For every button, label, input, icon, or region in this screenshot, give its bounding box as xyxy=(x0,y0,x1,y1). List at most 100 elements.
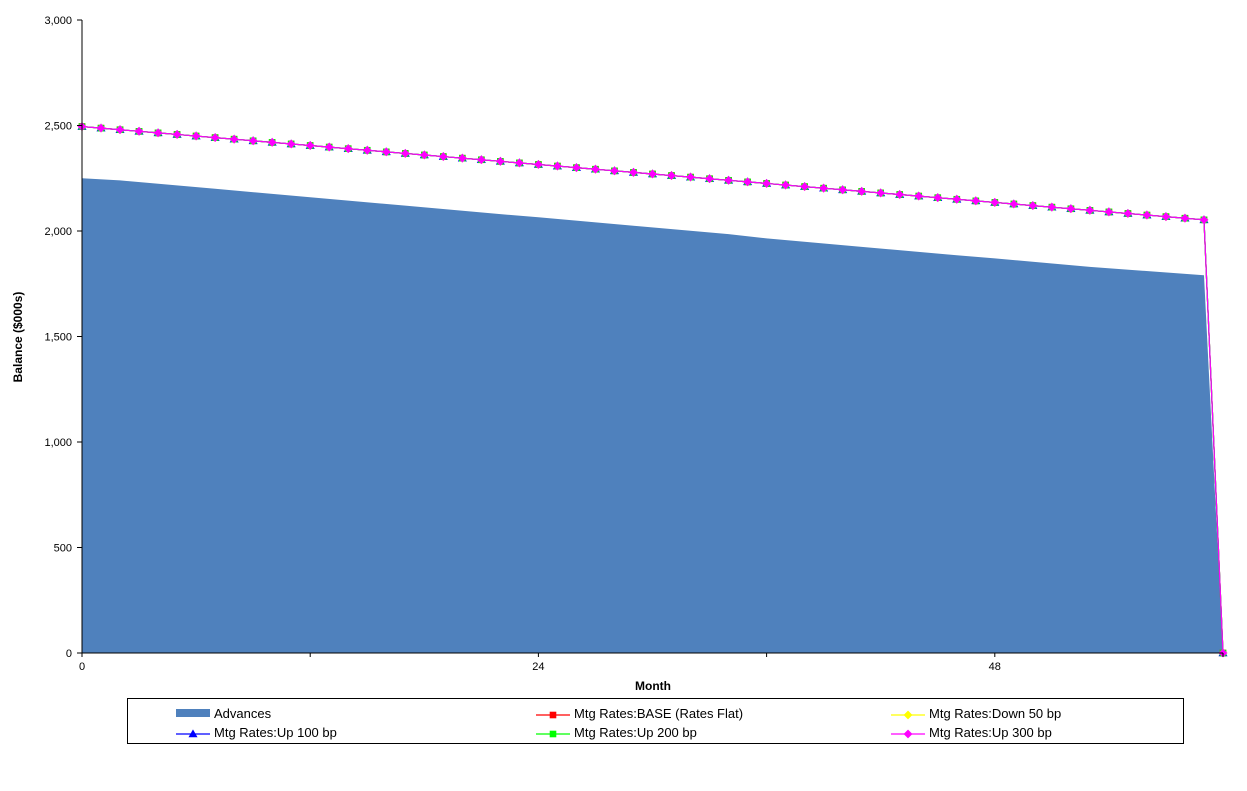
plot-area xyxy=(77,121,1228,658)
series-4-point-23 xyxy=(514,158,524,168)
series-4-point-55 xyxy=(1123,209,1133,218)
series-4-point-18 xyxy=(419,150,429,160)
series-4-point-12 xyxy=(305,141,315,150)
series-4-point-19 xyxy=(438,152,448,162)
series-4-point-24 xyxy=(533,160,543,169)
series-4-point-46 xyxy=(952,194,962,204)
series-4-point-9 xyxy=(248,136,258,146)
series-4-point-50 xyxy=(1028,201,1038,211)
y-tick-label-4: 2,000 xyxy=(44,226,72,238)
y-axis-title: Balance ($000s) xyxy=(11,292,25,383)
legend-item-up-200: Mtg Rates:Up 200 bp xyxy=(536,723,697,741)
series-4-point-47 xyxy=(971,196,981,206)
legend: Advances Mtg Rates:BASE (Rates Flat) Mtg… xyxy=(127,698,1184,744)
series-4-point-25 xyxy=(552,161,562,171)
legend-swatch-base xyxy=(536,708,570,719)
legend-label-up-300: Mtg Rates:Up 300 bp xyxy=(929,724,1052,740)
series-4-point-26 xyxy=(572,163,581,173)
series-4-point-15 xyxy=(362,145,372,155)
series-4-point-3 xyxy=(134,126,144,136)
series-4-point-53 xyxy=(1085,205,1095,215)
x-tick-label-2: 48 xyxy=(989,661,1001,673)
x-axis-title: Month xyxy=(635,679,671,693)
series-4-point-35 xyxy=(743,177,753,187)
legend-swatch-marker-3 xyxy=(549,730,557,738)
axes: 0 500 1,000 1,500 2,000 2,500 3,000 0 24 48 xyxy=(44,15,1224,673)
legend-item-advances: Advances xyxy=(176,704,271,722)
series-4-point-42 xyxy=(876,188,886,198)
series-4-point-41 xyxy=(857,186,867,196)
legend-label-advances: Advances xyxy=(214,705,272,721)
legend-swatch-marker-4 xyxy=(903,729,913,739)
series-4-point-40 xyxy=(838,185,848,195)
legend-swatch-marker-0 xyxy=(549,711,557,719)
legend-swatch-svg-1 xyxy=(891,710,925,720)
series-4-point-43 xyxy=(895,190,905,199)
series-4-point-8 xyxy=(229,134,239,144)
series-4-point-56 xyxy=(1142,210,1152,220)
series-4-point-28 xyxy=(610,166,619,176)
legend-label-up-100: Mtg Rates:Up 100 bp xyxy=(214,724,337,740)
series-4-point-21 xyxy=(476,155,486,165)
legend-swatch-up-300 xyxy=(891,727,925,739)
x-tick-label-1: 24 xyxy=(532,661,544,673)
area-advances xyxy=(82,178,1223,653)
legend-label-down-50: Mtg Rates:Down 50 bp xyxy=(929,705,1062,721)
series-4-point-37 xyxy=(781,180,791,190)
series-4-point-27 xyxy=(591,164,600,174)
series-4-point-2 xyxy=(115,125,125,135)
y-tick-label-1: 500 xyxy=(54,543,72,555)
legend-item-up-100: Mtg Rates:Up 100 bp xyxy=(176,723,337,741)
series-4-point-22 xyxy=(495,156,505,166)
series-4-point-20 xyxy=(457,153,467,163)
series-4-point-32 xyxy=(686,172,695,182)
legend-item-base: Mtg Rates:BASE (Rates Flat) xyxy=(536,704,743,722)
series-4-point-44 xyxy=(914,191,924,201)
series-4-point-33 xyxy=(705,174,714,184)
x-tick-label-0: 0 xyxy=(79,661,85,673)
legend-swatch-up-200 xyxy=(536,727,570,738)
series-4-point-16 xyxy=(381,147,391,157)
series-4-point-59 xyxy=(1199,215,1209,225)
y-tick-label-5: 2,500 xyxy=(44,121,72,133)
legend-swatch-svg-0 xyxy=(536,711,570,719)
series-4 xyxy=(77,122,1228,658)
legend-swatch-advances xyxy=(176,708,210,718)
series-4-point-49 xyxy=(1009,199,1019,209)
legend-label-up-200: Mtg Rates:Up 200 bp xyxy=(574,724,697,740)
legend-item-down-50: Mtg Rates:Down 50 bp xyxy=(891,704,1061,722)
legend-swatch-svg-2 xyxy=(176,729,210,738)
series-4-point-4 xyxy=(153,128,163,138)
legend-swatch-svg-4 xyxy=(891,729,925,739)
y-tick-label-2: 1,000 xyxy=(44,437,72,449)
series-4-point-1 xyxy=(96,123,106,133)
y-tick-label-0: 0 xyxy=(66,648,72,660)
series-4-point-54 xyxy=(1104,207,1114,217)
series-4-point-38 xyxy=(800,182,810,192)
series-4-point-52 xyxy=(1066,204,1076,214)
y-tick-label-6: 3,000 xyxy=(44,15,72,27)
y-tick-label-3: 1,500 xyxy=(44,332,72,344)
series-4-point-34 xyxy=(724,175,733,185)
series-4-point-31 xyxy=(667,171,676,180)
series-4-point-17 xyxy=(400,149,410,158)
series-4-point-36 xyxy=(762,179,772,188)
series-4-point-29 xyxy=(629,167,638,177)
series-4-point-48 xyxy=(990,198,1000,207)
series-4-point-30 xyxy=(648,169,657,179)
legend-swatch-up-100 xyxy=(176,727,210,738)
series-4-point-39 xyxy=(819,183,829,193)
series-4-point-57 xyxy=(1161,212,1171,222)
series-4-point-6 xyxy=(191,131,201,141)
series-4-point-5 xyxy=(172,130,182,139)
legend-swatch-svg-3 xyxy=(536,730,570,738)
legend-item-up-300: Mtg Rates:Up 300 bp xyxy=(891,723,1052,741)
legend-label-base: Mtg Rates:BASE (Rates Flat) xyxy=(574,705,744,721)
series-4-point-7 xyxy=(210,133,220,143)
series-4-point-11 xyxy=(286,139,296,149)
series-4-point-13 xyxy=(324,142,334,152)
series-4-point-45 xyxy=(933,193,943,203)
legend-swatch-down-50 xyxy=(891,708,925,720)
